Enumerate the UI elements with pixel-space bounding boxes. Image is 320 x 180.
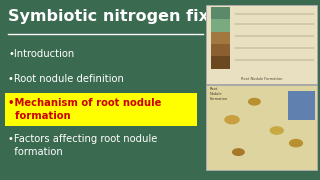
Text: Symbiotic nitrogen fixation: Symbiotic nitrogen fixation [8,9,255,24]
Text: •Introduction: •Introduction [8,49,74,59]
Text: Root
Nodule
Formation: Root Nodule Formation [210,87,228,100]
Circle shape [249,98,260,105]
Text: •Mechanism of root nodule
  formation: •Mechanism of root nodule formation [8,98,161,121]
Bar [211,44,230,56]
Bar [206,4,317,84]
Text: •Root nodule definition: •Root nodule definition [8,74,124,84]
Bar [211,7,230,19]
Bar [288,91,315,120]
Circle shape [290,140,302,147]
Bar [211,32,230,44]
Text: •Factors affecting root nodule
  formation: •Factors affecting root nodule formation [8,134,157,157]
Bar [5,93,197,126]
Bar [211,56,230,69]
Circle shape [270,127,283,134]
Circle shape [225,116,239,124]
Text: Root Nodule Formation: Root Nodule Formation [241,77,282,81]
Bar [211,19,230,32]
Bar [206,86,317,170]
Circle shape [233,149,244,155]
